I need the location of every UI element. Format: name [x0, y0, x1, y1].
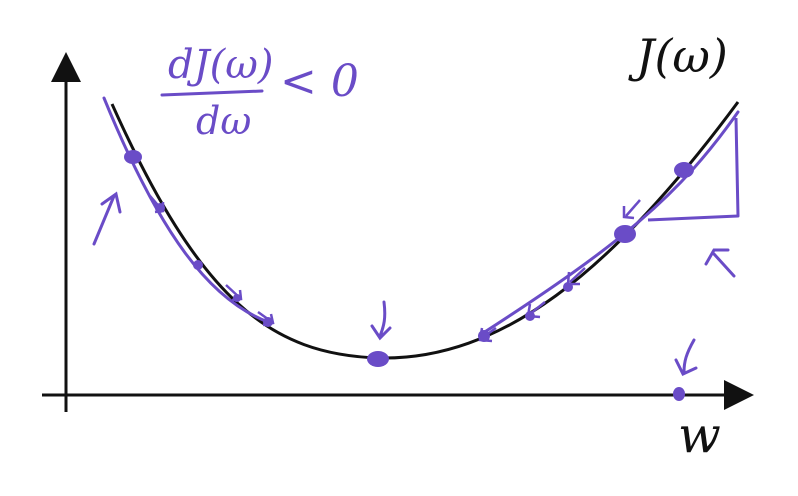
step-arrow-left-3	[257, 310, 275, 327]
minimum-arrow-icon	[370, 300, 392, 341]
uphill-arrow-icon	[92, 191, 122, 246]
derivative-denominator: dω	[196, 99, 251, 143]
step-arrow-right-2	[566, 267, 586, 286]
derivative-numerator: dJ(ω)	[168, 42, 273, 88]
x-axis-point-arrow-icon	[674, 338, 698, 376]
step-arrow-right-4	[478, 326, 497, 343]
slope-triangle	[647, 117, 740, 222]
step-point-right-1	[674, 162, 694, 178]
step-arrow-right-1	[622, 199, 641, 220]
step-point-right-2	[614, 225, 636, 243]
descent-trace-right	[478, 110, 740, 337]
step-arrow-left-2	[225, 284, 243, 302]
derivative-relation: < 0	[280, 56, 359, 107]
minimum-point	[367, 351, 389, 367]
slope-arrow-icon	[704, 248, 736, 278]
step-point-left-3	[193, 260, 203, 270]
derivative-fraction-bar	[160, 89, 264, 97]
x-axis-point	[673, 387, 685, 401]
x-axis-label: w	[678, 406, 721, 464]
step-arrow-right-3	[526, 301, 546, 319]
descent-trace-left	[102, 96, 270, 324]
function-label: J(ω)	[628, 29, 728, 83]
step-arrow-left-1	[149, 195, 165, 214]
step-point-left-1	[124, 150, 142, 164]
